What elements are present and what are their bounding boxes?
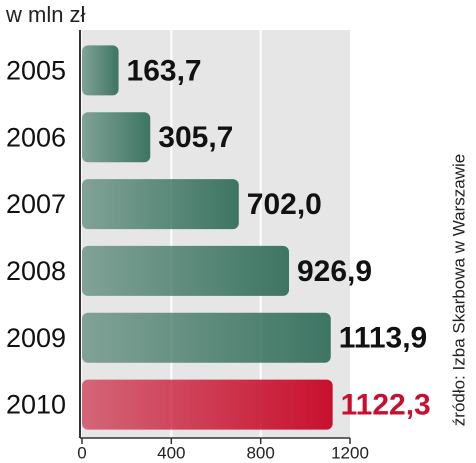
bar bbox=[82, 112, 151, 163]
y-tick-label: 2007 bbox=[6, 189, 66, 219]
bar bbox=[82, 245, 290, 296]
chart-title: w mln zł bbox=[5, 2, 86, 27]
bar bbox=[82, 179, 239, 230]
value-label: 702,0 bbox=[247, 188, 322, 221]
value-label: 305,7 bbox=[158, 121, 233, 154]
bar bbox=[82, 45, 119, 96]
y-tick-label: 2006 bbox=[6, 122, 66, 152]
y-tick-label: 2005 bbox=[6, 56, 66, 86]
source-note: źródło: Izba Skarbowa w Warszawie bbox=[449, 154, 468, 426]
y-tick-label: 2009 bbox=[6, 323, 66, 353]
x-tick-label: 1200 bbox=[331, 443, 369, 462]
value-label: 926,9 bbox=[297, 255, 372, 288]
value-label: 163,7 bbox=[127, 54, 202, 87]
bar bbox=[82, 379, 333, 430]
y-tick-label: 2008 bbox=[6, 256, 66, 286]
value-label: 1122,3 bbox=[341, 389, 431, 422]
plot-background bbox=[82, 30, 350, 438]
value-label: 1113,9 bbox=[339, 322, 427, 355]
y-tick-label: 2010 bbox=[6, 390, 66, 420]
bar bbox=[82, 312, 331, 363]
x-tick-label: 0 bbox=[77, 443, 86, 462]
x-tick-label: 400 bbox=[157, 443, 185, 462]
x-tick-label: 800 bbox=[246, 443, 274, 462]
